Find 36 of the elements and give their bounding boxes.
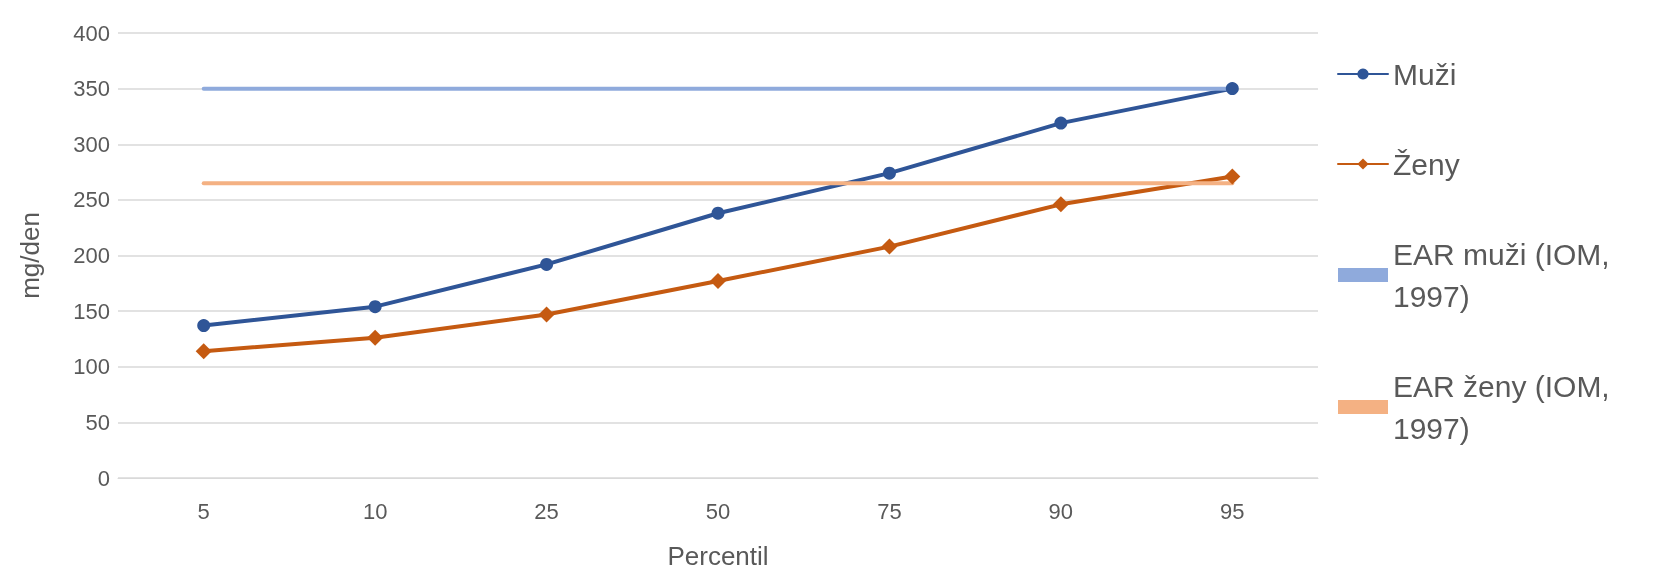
point: [1054, 116, 1068, 130]
point: [1225, 82, 1239, 96]
x-axis-title: Percentil: [667, 541, 769, 571]
y-tick-label: 400: [73, 20, 110, 46]
legend-label: EAR ženy (IOM, 1997): [1393, 369, 1619, 445]
y-axis-title: mg/den: [15, 212, 45, 299]
x-tick-label: 90: [1048, 498, 1074, 524]
point: [1224, 168, 1241, 185]
x-tick-label: 5: [197, 498, 210, 524]
x-tick-label: 10: [362, 498, 388, 524]
y-tick-label: 50: [85, 409, 110, 435]
point: [1052, 196, 1069, 213]
y-tick-label: 350: [73, 76, 110, 102]
point: [881, 238, 898, 255]
point: [882, 166, 896, 180]
y-tick-label: 250: [73, 187, 110, 213]
point: [540, 257, 554, 271]
y-tick-label: 200: [73, 243, 110, 268]
point: [367, 329, 384, 346]
x-tick-label: 75: [877, 498, 902, 524]
x-tick-label: 95: [1220, 498, 1245, 524]
legend-label: Muži: [1393, 57, 1457, 91]
y-tick-label: 300: [73, 131, 110, 157]
y-tick-label: 100: [73, 354, 110, 380]
y-tick-label: 0: [97, 465, 110, 491]
x-tick-label: 50: [705, 498, 731, 524]
legend-label: EAR muži (IOM, 1997): [1393, 237, 1619, 313]
x-tick-label: 25: [534, 498, 559, 524]
point: [197, 319, 211, 333]
point: [195, 343, 212, 360]
point: [368, 300, 382, 314]
y-tick-label: 150: [73, 298, 110, 324]
legend-label: Ženy: [1393, 147, 1460, 181]
point: [538, 306, 555, 323]
point: [711, 206, 725, 220]
point: [710, 273, 726, 290]
